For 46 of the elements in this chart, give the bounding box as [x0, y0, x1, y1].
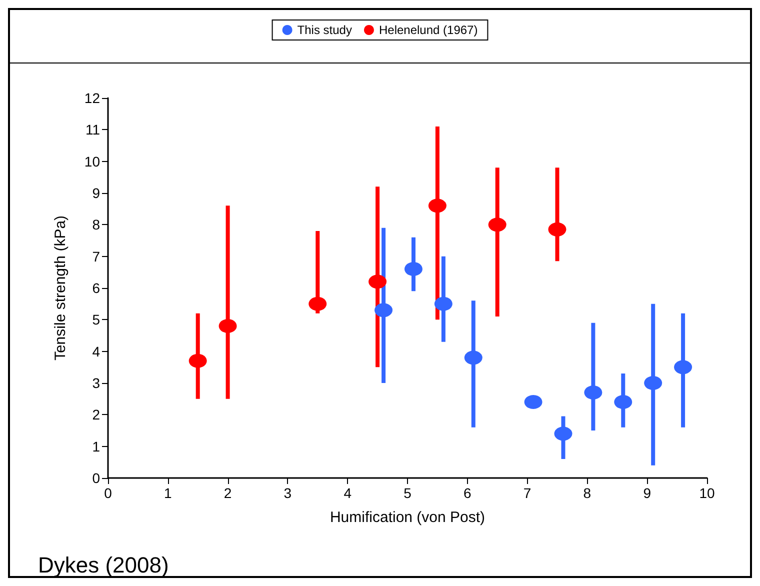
point [488, 218, 506, 232]
text: Dykes (2008) [38, 552, 169, 578]
point [188, 354, 207, 368]
x-tick-label: 1 [164, 485, 172, 501]
point [434, 296, 452, 311]
point [524, 395, 542, 409]
x-tick-label: 4 [344, 485, 352, 501]
x-axis-title: Humification (von Post) [330, 509, 486, 526]
y-tick-label: 10 [84, 153, 100, 170]
point [614, 395, 632, 409]
y-tick-label: 3 [92, 375, 100, 391]
x-tick-label: 8 [583, 485, 592, 501]
y-tick-label: 12 [84, 90, 100, 106]
legend-label: Helenelund (1967) [378, 23, 478, 37]
point [674, 360, 692, 374]
x-tick-label: 7 [523, 485, 532, 501]
legend-label: This study [297, 23, 352, 37]
point [554, 426, 572, 441]
x-tick-label: 3 [284, 485, 292, 501]
x-tick-label: 10 [699, 485, 715, 501]
point [308, 296, 327, 311]
point [428, 198, 446, 213]
x-tick-label: 5 [404, 485, 412, 501]
point [374, 303, 393, 318]
y-tick-label: 7 [92, 248, 100, 264]
x-tick-label: 2 [224, 485, 232, 501]
y-tick-label: 8 [92, 216, 100, 233]
point [584, 386, 602, 400]
x-tick-label: 9 [643, 485, 652, 501]
y-tick-label: 9 [92, 185, 100, 201]
point [644, 376, 662, 390]
y-axis-title: Tensile strength (kPa) [52, 215, 69, 361]
y-tick-label: 1 [92, 438, 100, 454]
point [368, 274, 387, 289]
point [218, 319, 237, 333]
y-tick-label: 2 [92, 406, 100, 423]
point [548, 222, 566, 236]
x-tick-label: 0 [104, 485, 112, 501]
y-tick-label: 5 [92, 312, 100, 328]
y-tick-label: 6 [92, 280, 100, 296]
y-tick-label: 4 [92, 343, 100, 360]
point [464, 350, 482, 365]
point [404, 262, 422, 276]
x-tick-label: 6 [464, 485, 472, 501]
y-tick-label: 0 [92, 470, 100, 486]
y-tick-label: 11 [85, 122, 100, 138]
